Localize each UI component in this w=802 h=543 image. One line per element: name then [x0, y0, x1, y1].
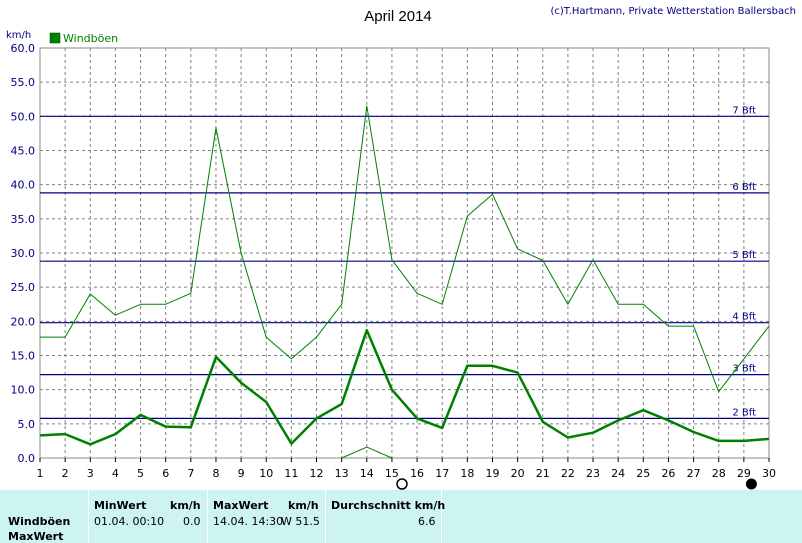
y-tick-label: 40.0	[11, 179, 36, 192]
min-header: MinWert	[94, 499, 147, 512]
x-tick-label: 20	[511, 467, 525, 480]
max-datetime: 14.04. 14:30	[213, 515, 284, 528]
x-tick-labels: 1 2 3 4 5 6 7 8 9 10 11 12 13 14 15 16 17 18 19 20 21 22 23 24 2…	[37, 458, 776, 480]
stats-footer: Windböen MaxWert MinWert km/h 01.04. 00:…	[0, 490, 802, 543]
x-tick-label: 8	[212, 467, 219, 480]
full-moon-icon	[396, 478, 408, 490]
legend-swatch	[49, 32, 61, 44]
x-tick-label: 28	[712, 467, 726, 480]
series-line	[40, 105, 770, 393]
chart-credit: (c)T.Hartmann, Private Wetterstation Bal…	[550, 6, 796, 17]
beaufort-lines: 2 Bft 3 Bft 4 Bft 5 Bft 6 Bft 7 Bft	[40, 105, 769, 419]
wind-chart: 2 Bft 3 Bft 4 Bft 5 Bft 6 Bft 7 Bft 0.0 5.0 10.…	[6, 6, 796, 490]
moon-phases	[396, 478, 757, 490]
x-tick-label: 4	[112, 467, 119, 480]
x-tick-label: 26	[661, 467, 675, 480]
new-moon-icon	[745, 478, 757, 490]
max-unit: km/h	[288, 499, 319, 512]
beaufort-label: 7 Bft	[732, 105, 756, 116]
max-header: MaxWert	[213, 499, 269, 512]
x-tick-label: 19	[485, 467, 499, 480]
x-tick-label: 10	[259, 467, 273, 480]
x-tick-label: 22	[561, 467, 575, 480]
chart-title: April 2014	[364, 8, 432, 25]
footer-divider	[88, 490, 89, 543]
x-tick-label: 6	[162, 467, 169, 480]
series-line	[341, 446, 393, 459]
row-label-maxwert: MaxWert	[8, 530, 64, 543]
y-axis-unit: km/h	[6, 30, 31, 41]
y-tick-labels: 0.0 5.0 10.0 15.0 20.0 25.0 30.0 35.0 40.0 45.0 50…	[11, 42, 36, 465]
footer-divider	[441, 490, 442, 543]
min-datetime: 01.04. 00:10	[94, 515, 165, 528]
x-tick-label: 21	[536, 467, 550, 480]
x-tick-label: 27	[687, 467, 701, 480]
x-tick-label: 3	[87, 467, 94, 480]
footer-divider	[325, 490, 326, 543]
x-tick-label: 11	[284, 467, 298, 480]
x-tick-label: 24	[611, 467, 625, 480]
y-tick-label: 20.0	[11, 315, 36, 328]
x-tick-label: 29	[737, 467, 751, 480]
x-tick-label: 12	[310, 467, 324, 480]
x-tick-label: 18	[460, 467, 474, 480]
y-tick-label: 50.0	[11, 110, 36, 123]
x-tick-label: 15	[385, 467, 399, 480]
y-tick-label: 25.0	[11, 281, 36, 294]
x-tick-label: 1	[37, 467, 44, 480]
x-tick-label: 23	[586, 467, 600, 480]
beaufort-label: 5 Bft	[732, 250, 756, 261]
x-tick-label: 16	[410, 467, 424, 480]
y-tick-label: 5.0	[18, 418, 36, 431]
x-tick-label: 7	[187, 467, 194, 480]
x-tick-label: 14	[360, 467, 374, 480]
series-line	[39, 328, 770, 446]
footer-divider	[207, 490, 208, 543]
row-label-windboeen: Windböen	[8, 515, 71, 528]
beaufort-label: 3 Bft	[732, 364, 756, 375]
legend-label: Windböen	[63, 32, 118, 45]
y-tick-label: 0.0	[18, 452, 36, 465]
x-tick-label: 5	[137, 467, 144, 480]
x-tick-label: 13	[335, 467, 349, 480]
max-value: W 51.5	[281, 515, 320, 528]
y-tick-label: 45.0	[11, 145, 36, 158]
x-tick-label: 2	[62, 467, 69, 480]
y-tick-label: 60.0	[11, 42, 36, 55]
x-tick-label: 17	[435, 467, 449, 480]
y-tick-label: 35.0	[11, 213, 36, 226]
x-tick-label: 30	[762, 467, 776, 480]
y-tick-label: 30.0	[11, 247, 36, 260]
y-tick-label: 55.0	[11, 76, 36, 89]
min-value: 0.0	[183, 515, 201, 528]
beaufort-label: 2 Bft	[732, 407, 756, 418]
series-group	[39, 105, 770, 459]
y-tick-label: 15.0	[11, 350, 36, 363]
min-unit: km/h	[170, 499, 201, 512]
y-tick-label: 10.0	[11, 384, 36, 397]
beaufort-label: 6 Bft	[732, 182, 756, 193]
avg-header: Durchschnitt km/h	[331, 499, 446, 512]
beaufort-label: 4 Bft	[732, 312, 756, 323]
avg-value: 6.6	[418, 515, 436, 528]
x-tick-label: 9	[238, 467, 245, 480]
x-tick-label: 25	[636, 467, 650, 480]
